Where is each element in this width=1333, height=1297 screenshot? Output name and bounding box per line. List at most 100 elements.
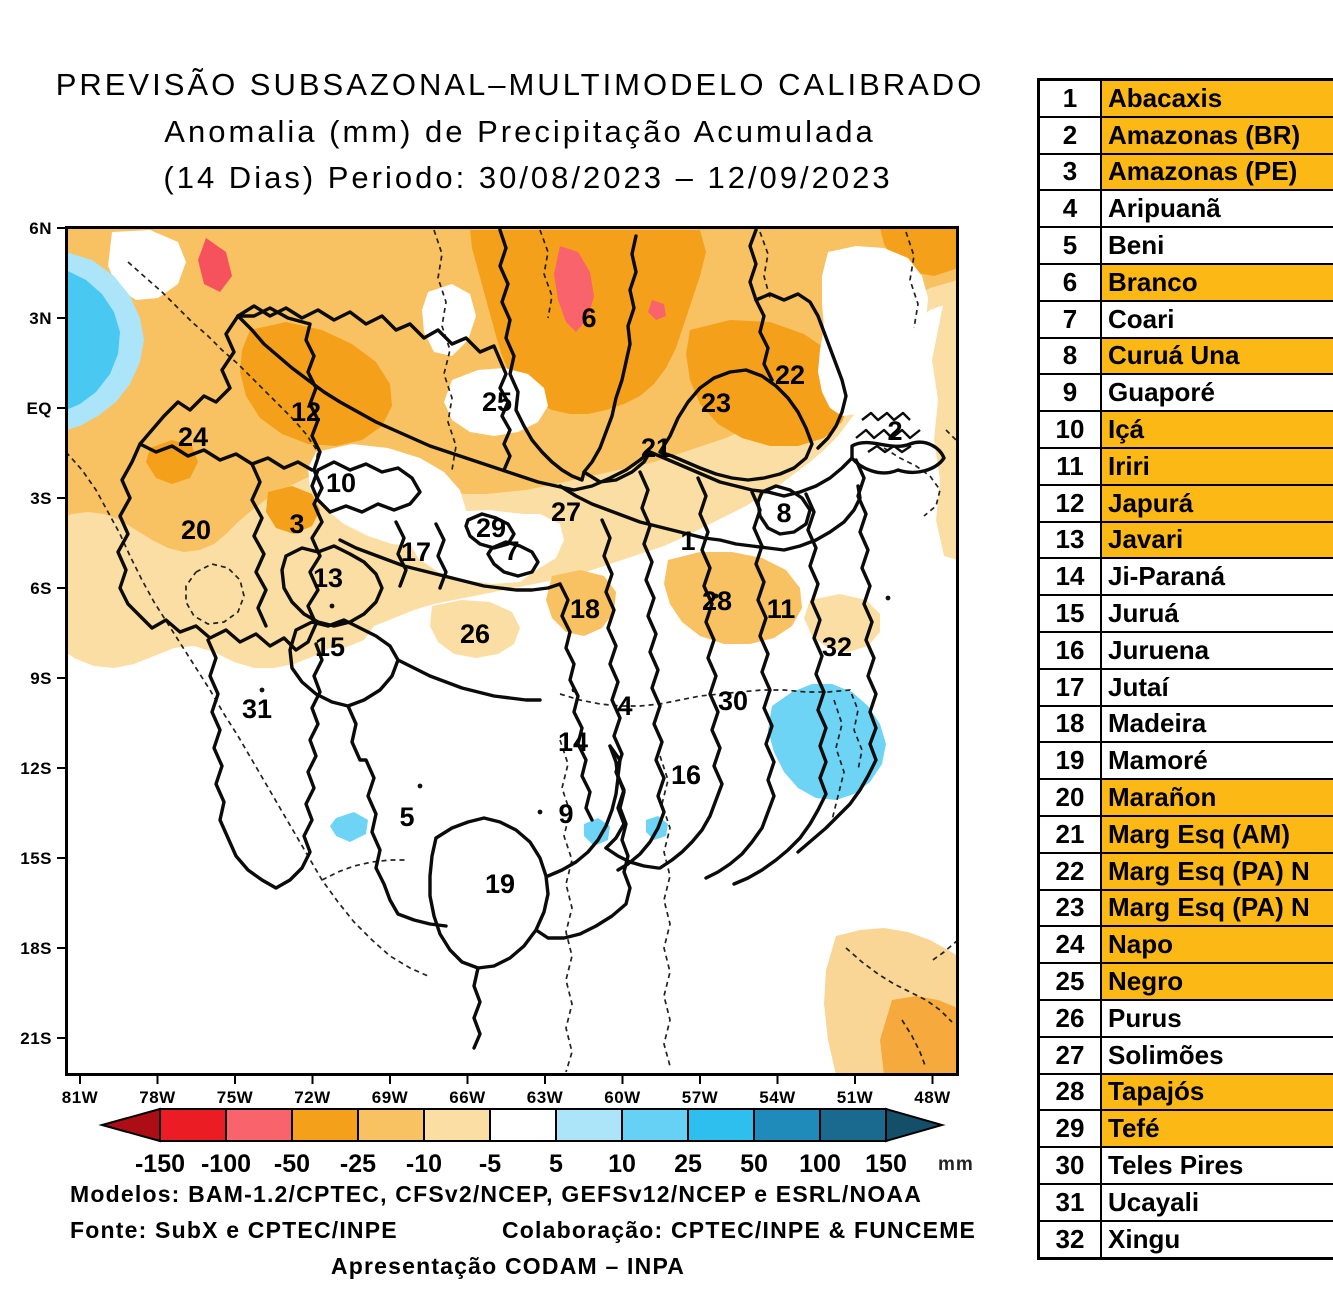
basin-number-cell: 7	[1037, 299, 1102, 339]
basin-boundary	[648, 450, 854, 498]
basin-boundary	[280, 544, 384, 628]
colorbar-segment	[159, 1108, 227, 1142]
basin-boundary	[558, 582, 594, 822]
basin-name-cell: Tefé	[1100, 1109, 1333, 1149]
table-row: 14 Ji-Paraná	[1037, 557, 1333, 597]
basin-number-cell: 16	[1037, 630, 1102, 670]
colorbar-segment	[225, 1108, 293, 1142]
map-frame	[65, 226, 959, 1076]
basin-number-cell: 26	[1037, 998, 1102, 1038]
basin-number-cell: 14	[1037, 557, 1102, 597]
country-border	[185, 563, 245, 625]
colorbar-unit: mm	[938, 1154, 974, 1175]
basin-table: 1 Abacaxis 2 Amazonas (BR) 3 Amazonas (PE) 4 Ar…	[1037, 78, 1333, 1260]
table-row: 10 Içá	[1037, 410, 1333, 449]
basin-map-number: 29	[476, 513, 506, 543]
basin-name-cell: Purus	[1100, 998, 1333, 1038]
basin-number-cell: 22	[1037, 851, 1102, 891]
anomaly-region	[932, 296, 957, 560]
basin-boundary	[616, 470, 666, 872]
basin-name-cell: Coari	[1100, 299, 1333, 339]
basin-boundary	[396, 658, 542, 702]
basin-name-cell: Solimões	[1100, 1035, 1333, 1075]
lat-label: 3N	[29, 309, 52, 328]
basin-boundary	[754, 292, 848, 450]
map-dot	[885, 595, 891, 601]
table-row: 6 Branco	[1037, 262, 1333, 302]
basin-map-number: 30	[718, 686, 748, 716]
lon-label: 48W	[914, 1088, 951, 1107]
lat-label: 21S	[20, 1029, 52, 1048]
basin-map-number: 25	[482, 387, 512, 417]
basin-number-cell: 13	[1037, 520, 1102, 560]
basin-map-number: 27	[551, 497, 581, 527]
basin-number-cell: 2	[1037, 115, 1102, 155]
basin-name-cell: Negro	[1100, 962, 1333, 1001]
table-row: 1 Abacaxis	[1037, 78, 1333, 118]
map-dot	[329, 603, 335, 609]
lat-label: 15S	[20, 849, 52, 868]
anomaly-region	[554, 246, 594, 332]
footer-modelos: Modelos: BAM-1.2/CPTEC, CFSv2/NCEP, GEFS…	[70, 1181, 922, 1207]
lon-label: 81W	[62, 1088, 99, 1107]
table-row: 8 Curuá Una	[1037, 336, 1333, 376]
colorbar-tick-label: 150	[865, 1150, 907, 1178]
country-border	[883, 447, 941, 517]
basin-number-cell: 20	[1037, 778, 1102, 817]
colorbar-tick-label: 10	[608, 1150, 636, 1178]
basin-number-cell: 19	[1037, 741, 1102, 781]
basin-number-cell: 21	[1037, 814, 1102, 854]
basin-map-number: 22	[775, 360, 805, 390]
lon-label: 54W	[759, 1088, 796, 1107]
basin-map-number: 4	[617, 691, 632, 721]
basin-name-cell: Ucayali	[1100, 1182, 1333, 1222]
anomaly-region	[470, 230, 706, 414]
basin-name-cell: Xingu	[1100, 1219, 1333, 1260]
basin-name-cell: Japurá	[1100, 483, 1333, 523]
colorbar-segment	[753, 1108, 821, 1142]
basin-number-cell: 28	[1037, 1072, 1102, 1112]
basin-boundary	[486, 540, 540, 578]
basin-boundary	[582, 450, 652, 484]
basin-number-cell: 30	[1037, 1146, 1102, 1185]
lon-label: 51W	[837, 1088, 874, 1107]
basin-name-cell: Juruena	[1100, 630, 1333, 670]
table-row: 21 Marg Esq (AM)	[1037, 814, 1333, 854]
basin-number-cell: 27	[1037, 1035, 1102, 1075]
colorbar-segment	[687, 1108, 755, 1142]
colorbar-segment	[423, 1108, 491, 1142]
latitude-axis: 6N 3N EQ 3S 6S 9S 12S 15S 18S 21S	[20, 219, 66, 1048]
country-border	[759, 231, 771, 299]
longitude-axis: 81W 78W 75W 72W 69W 66W 63W 60W 57W 54W 51W 48W	[62, 1075, 951, 1107]
table-row: 28 Tapajós	[1037, 1072, 1333, 1112]
anomaly-region	[686, 320, 850, 446]
basin-name-cell: Madeira	[1100, 704, 1333, 744]
map-canvas: 1234567891011121314151617181920212223242…	[67, 228, 957, 1074]
anomaly-region	[768, 684, 886, 800]
basin-name-cell: Branco	[1100, 262, 1333, 302]
country-border	[321, 859, 408, 881]
basin-map-number: 12	[291, 397, 321, 427]
basin-map-number: 10	[326, 468, 356, 498]
anomaly-region	[198, 238, 232, 292]
colorbar-tick-label: 100	[799, 1150, 841, 1178]
table-row: 27 Solimões	[1037, 1035, 1333, 1075]
basin-map-number: 6	[581, 303, 596, 333]
basin-name-cell: Amazonas (PE)	[1100, 152, 1333, 192]
table-row: 7 Coari	[1037, 299, 1333, 339]
footer-fonte: Fonte: SubX e CPTEC/INPE	[70, 1217, 398, 1243]
table-row: 26 Purus	[1037, 998, 1333, 1038]
footer-apresentacao: Apresentação CODAM – INPA	[331, 1253, 685, 1279]
country-border	[845, 947, 953, 1023]
lon-label: 57W	[682, 1088, 719, 1107]
map-dot	[537, 809, 543, 815]
basin-number-cell: 24	[1037, 925, 1102, 965]
colorbar-tick-label: -100	[201, 1150, 251, 1178]
basin-number-cell: 6	[1037, 262, 1102, 302]
colorbar-tick-label: 5	[549, 1150, 563, 1178]
title-line-3: (14 Dias) Periodo: 30/08/2023 – 12/09/20…	[163, 160, 892, 195]
table-row: 15 Juruá	[1037, 594, 1333, 633]
basin-boundary	[206, 638, 324, 890]
basin-number-cell: 31	[1037, 1182, 1102, 1222]
